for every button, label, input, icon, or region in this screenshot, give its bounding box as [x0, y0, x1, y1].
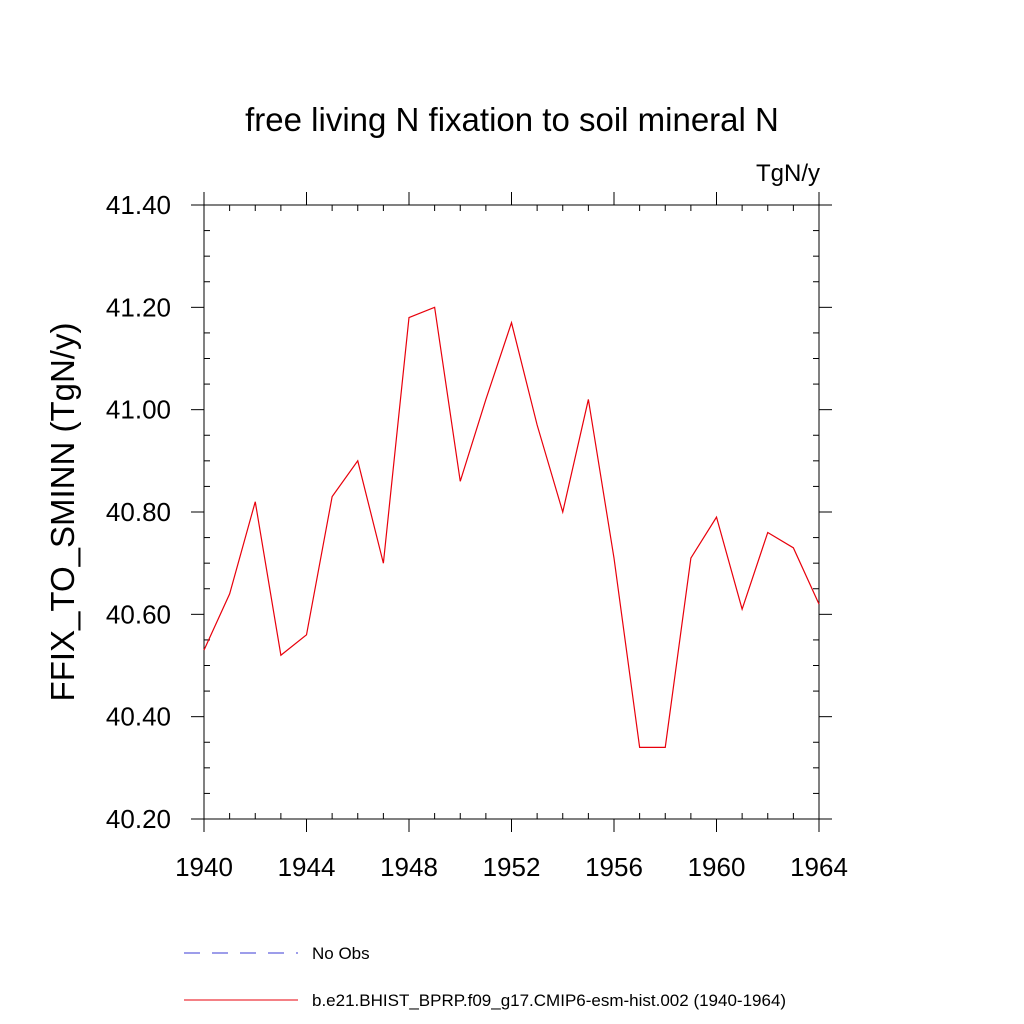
x-tick-label: 1956 — [585, 852, 643, 882]
y-tick-label: 41.20 — [106, 292, 171, 322]
plot-frame — [203, 204, 820, 820]
legend: No Obs b.e21.BHIST_BPRP.f09_g17.CMIP6-es… — [184, 944, 786, 1010]
x-tick-label: 1944 — [278, 852, 336, 882]
x-tick-label: 1964 — [790, 852, 848, 882]
y-axis-label: FFIX_TO_SMINN (TgN/y) — [44, 323, 81, 702]
x-tick-labels: 1940 1944 1948 1952 1956 1960 1964 — [175, 852, 848, 882]
x-tick-label: 1952 — [483, 852, 541, 882]
y-tick-label: 40.20 — [106, 804, 171, 834]
chart-title: free living N fixation to soil mineral N — [245, 101, 779, 138]
x-tick-label: 1940 — [175, 852, 233, 882]
axis-ticks — [191, 192, 832, 832]
x-tick-label: 1960 — [688, 852, 746, 882]
y-tick-label: 40.40 — [106, 702, 171, 732]
y-tick-label: 40.80 — [106, 497, 171, 527]
y-tick-label: 41.00 — [106, 395, 171, 425]
series-lines — [203, 306, 820, 748]
units-label: TgN/y — [756, 160, 820, 187]
series-line — [203, 306, 820, 748]
y-tick-label: 40.60 — [106, 599, 171, 629]
legend-label-model: b.e21.BHIST_BPRP.f09_g17.CMIP6-esm-hist.… — [312, 991, 786, 1010]
y-tick-label: 41.40 — [106, 190, 171, 220]
x-tick-label: 1948 — [380, 852, 438, 882]
legend-label-no-obs: No Obs — [312, 944, 370, 963]
y-tick-labels: 40.20 40.40 40.60 40.80 41.00 41.20 41.40 — [106, 190, 171, 834]
